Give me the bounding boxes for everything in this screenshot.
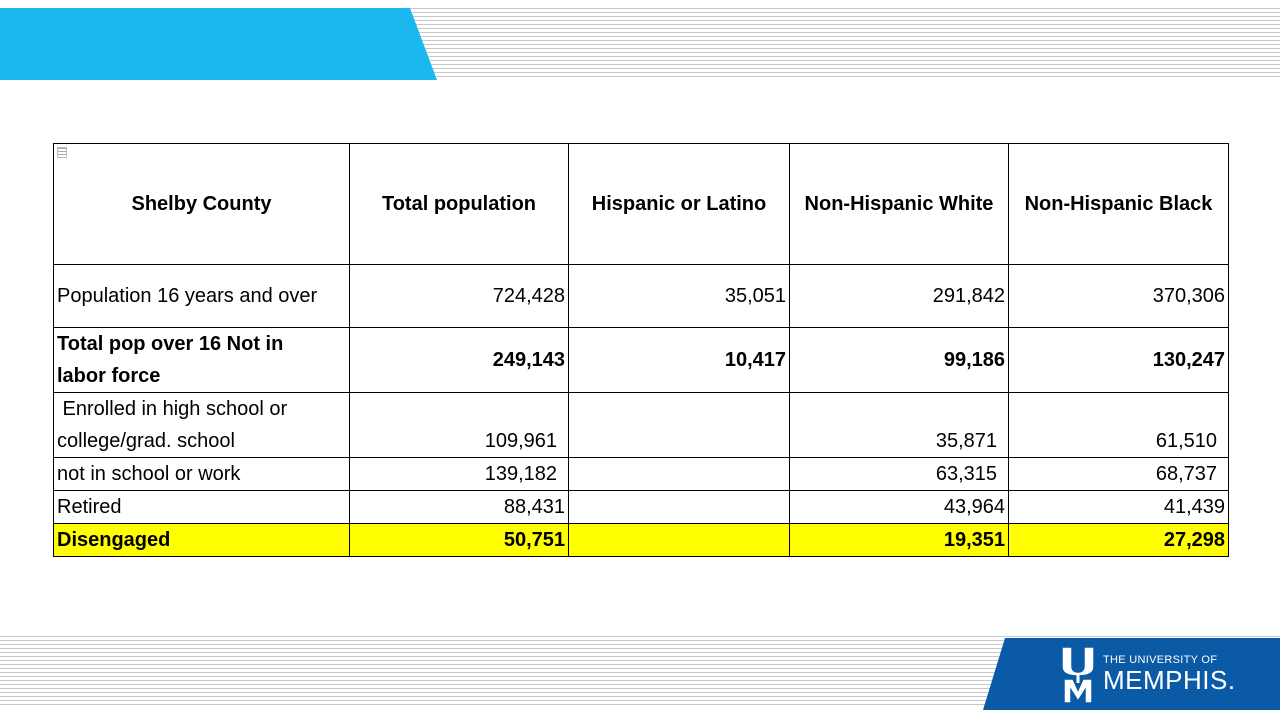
- cell-total-population: 249,143: [349, 327, 569, 393]
- row-label: Enrolled in high school or college/grad.…: [53, 392, 350, 458]
- table-row-highlighted: Disengaged 50,751 19,351 27,298: [53, 523, 1229, 557]
- cell-hispanic-or-latino: [568, 490, 790, 524]
- table-row: not in school or work 139,182 63,315 68,…: [53, 457, 1229, 491]
- cell-non-hispanic-white: 43,964: [789, 490, 1009, 524]
- cell-hispanic-or-latino: [568, 457, 790, 491]
- header-non-hispanic-white: Non-Hispanic White: [789, 143, 1009, 265]
- cell-non-hispanic-white: 35,871: [789, 392, 1009, 458]
- university-logo-banner: THE UNIVERSITY OF MEMPHIS.: [983, 638, 1280, 710]
- cell-non-hispanic-black: 27,298: [1008, 523, 1229, 557]
- cell-total-population: 139,182: [349, 457, 569, 491]
- logo-line-university: THE UNIVERSITY OF: [1103, 654, 1218, 666]
- cell-hispanic-or-latino: [568, 523, 790, 557]
- top-accent-bar: [0, 8, 437, 80]
- row-label-line: college/grad. school: [57, 430, 235, 452]
- header-row: Shelby County Total population Hispanic …: [53, 143, 1229, 265]
- cell-hispanic-or-latino: 10,417: [568, 327, 790, 393]
- row-label-line: labor force: [57, 365, 161, 387]
- table-row: Total pop over 16 Not in labor force 249…: [53, 327, 1229, 393]
- cell-non-hispanic-black: 68,737: [1008, 457, 1229, 491]
- shelby-county-labor-table: Shelby County Total population Hispanic …: [53, 143, 1229, 557]
- cell-total-population: 724,428: [349, 264, 569, 328]
- row-label: Disengaged: [53, 523, 350, 557]
- cell-non-hispanic-black: 370,306: [1008, 264, 1229, 328]
- logo-line-memphis: MEMPHIS.: [1103, 665, 1236, 695]
- university-of-memphis-logo-icon: [1061, 646, 1095, 704]
- header-shelby-county: Shelby County: [53, 143, 350, 265]
- cell-total-population: 109,961: [349, 392, 569, 458]
- table-row: Retired 88,431 43,964 41,439: [53, 490, 1229, 524]
- row-label: Total pop over 16 Not in labor force: [53, 327, 350, 393]
- header-non-hispanic-black: Non-Hispanic Black: [1008, 143, 1229, 265]
- top-stripe-decoration: [410, 8, 1280, 80]
- cell-hispanic-or-latino: [568, 392, 790, 458]
- header-hispanic-or-latino: Hispanic or Latino: [568, 143, 790, 265]
- cell-non-hispanic-white: 63,315: [789, 457, 1009, 491]
- cell-hispanic-or-latino: 35,051: [568, 264, 790, 328]
- table-row: Population 16 years and over 724,428 35,…: [53, 264, 1229, 328]
- cell-non-hispanic-black: 130,247: [1008, 327, 1229, 393]
- header-total-population: Total population: [349, 143, 569, 265]
- row-label: not in school or work: [53, 457, 350, 491]
- logo-wordmark: THE UNIVERSITY OF MEMPHIS.: [1103, 654, 1236, 693]
- row-label: Population 16 years and over: [53, 264, 350, 328]
- cell-non-hispanic-white: 291,842: [789, 264, 1009, 328]
- row-label-line: Total pop over 16 Not in: [57, 333, 284, 355]
- table-row: Enrolled in high school or college/grad.…: [53, 392, 1229, 458]
- row-label: Retired: [53, 490, 350, 524]
- cell-non-hispanic-black: 41,439: [1008, 490, 1229, 524]
- cell-total-population: 50,751: [349, 523, 569, 557]
- cell-total-population: 88,431: [349, 490, 569, 524]
- cell-non-hispanic-black: 61,510: [1008, 392, 1229, 458]
- cell-non-hispanic-white: 99,186: [789, 327, 1009, 393]
- cell-non-hispanic-white: 19,351: [789, 523, 1009, 557]
- table-handle-icon: [57, 147, 67, 158]
- row-label-line: Enrolled in high school or: [57, 398, 288, 420]
